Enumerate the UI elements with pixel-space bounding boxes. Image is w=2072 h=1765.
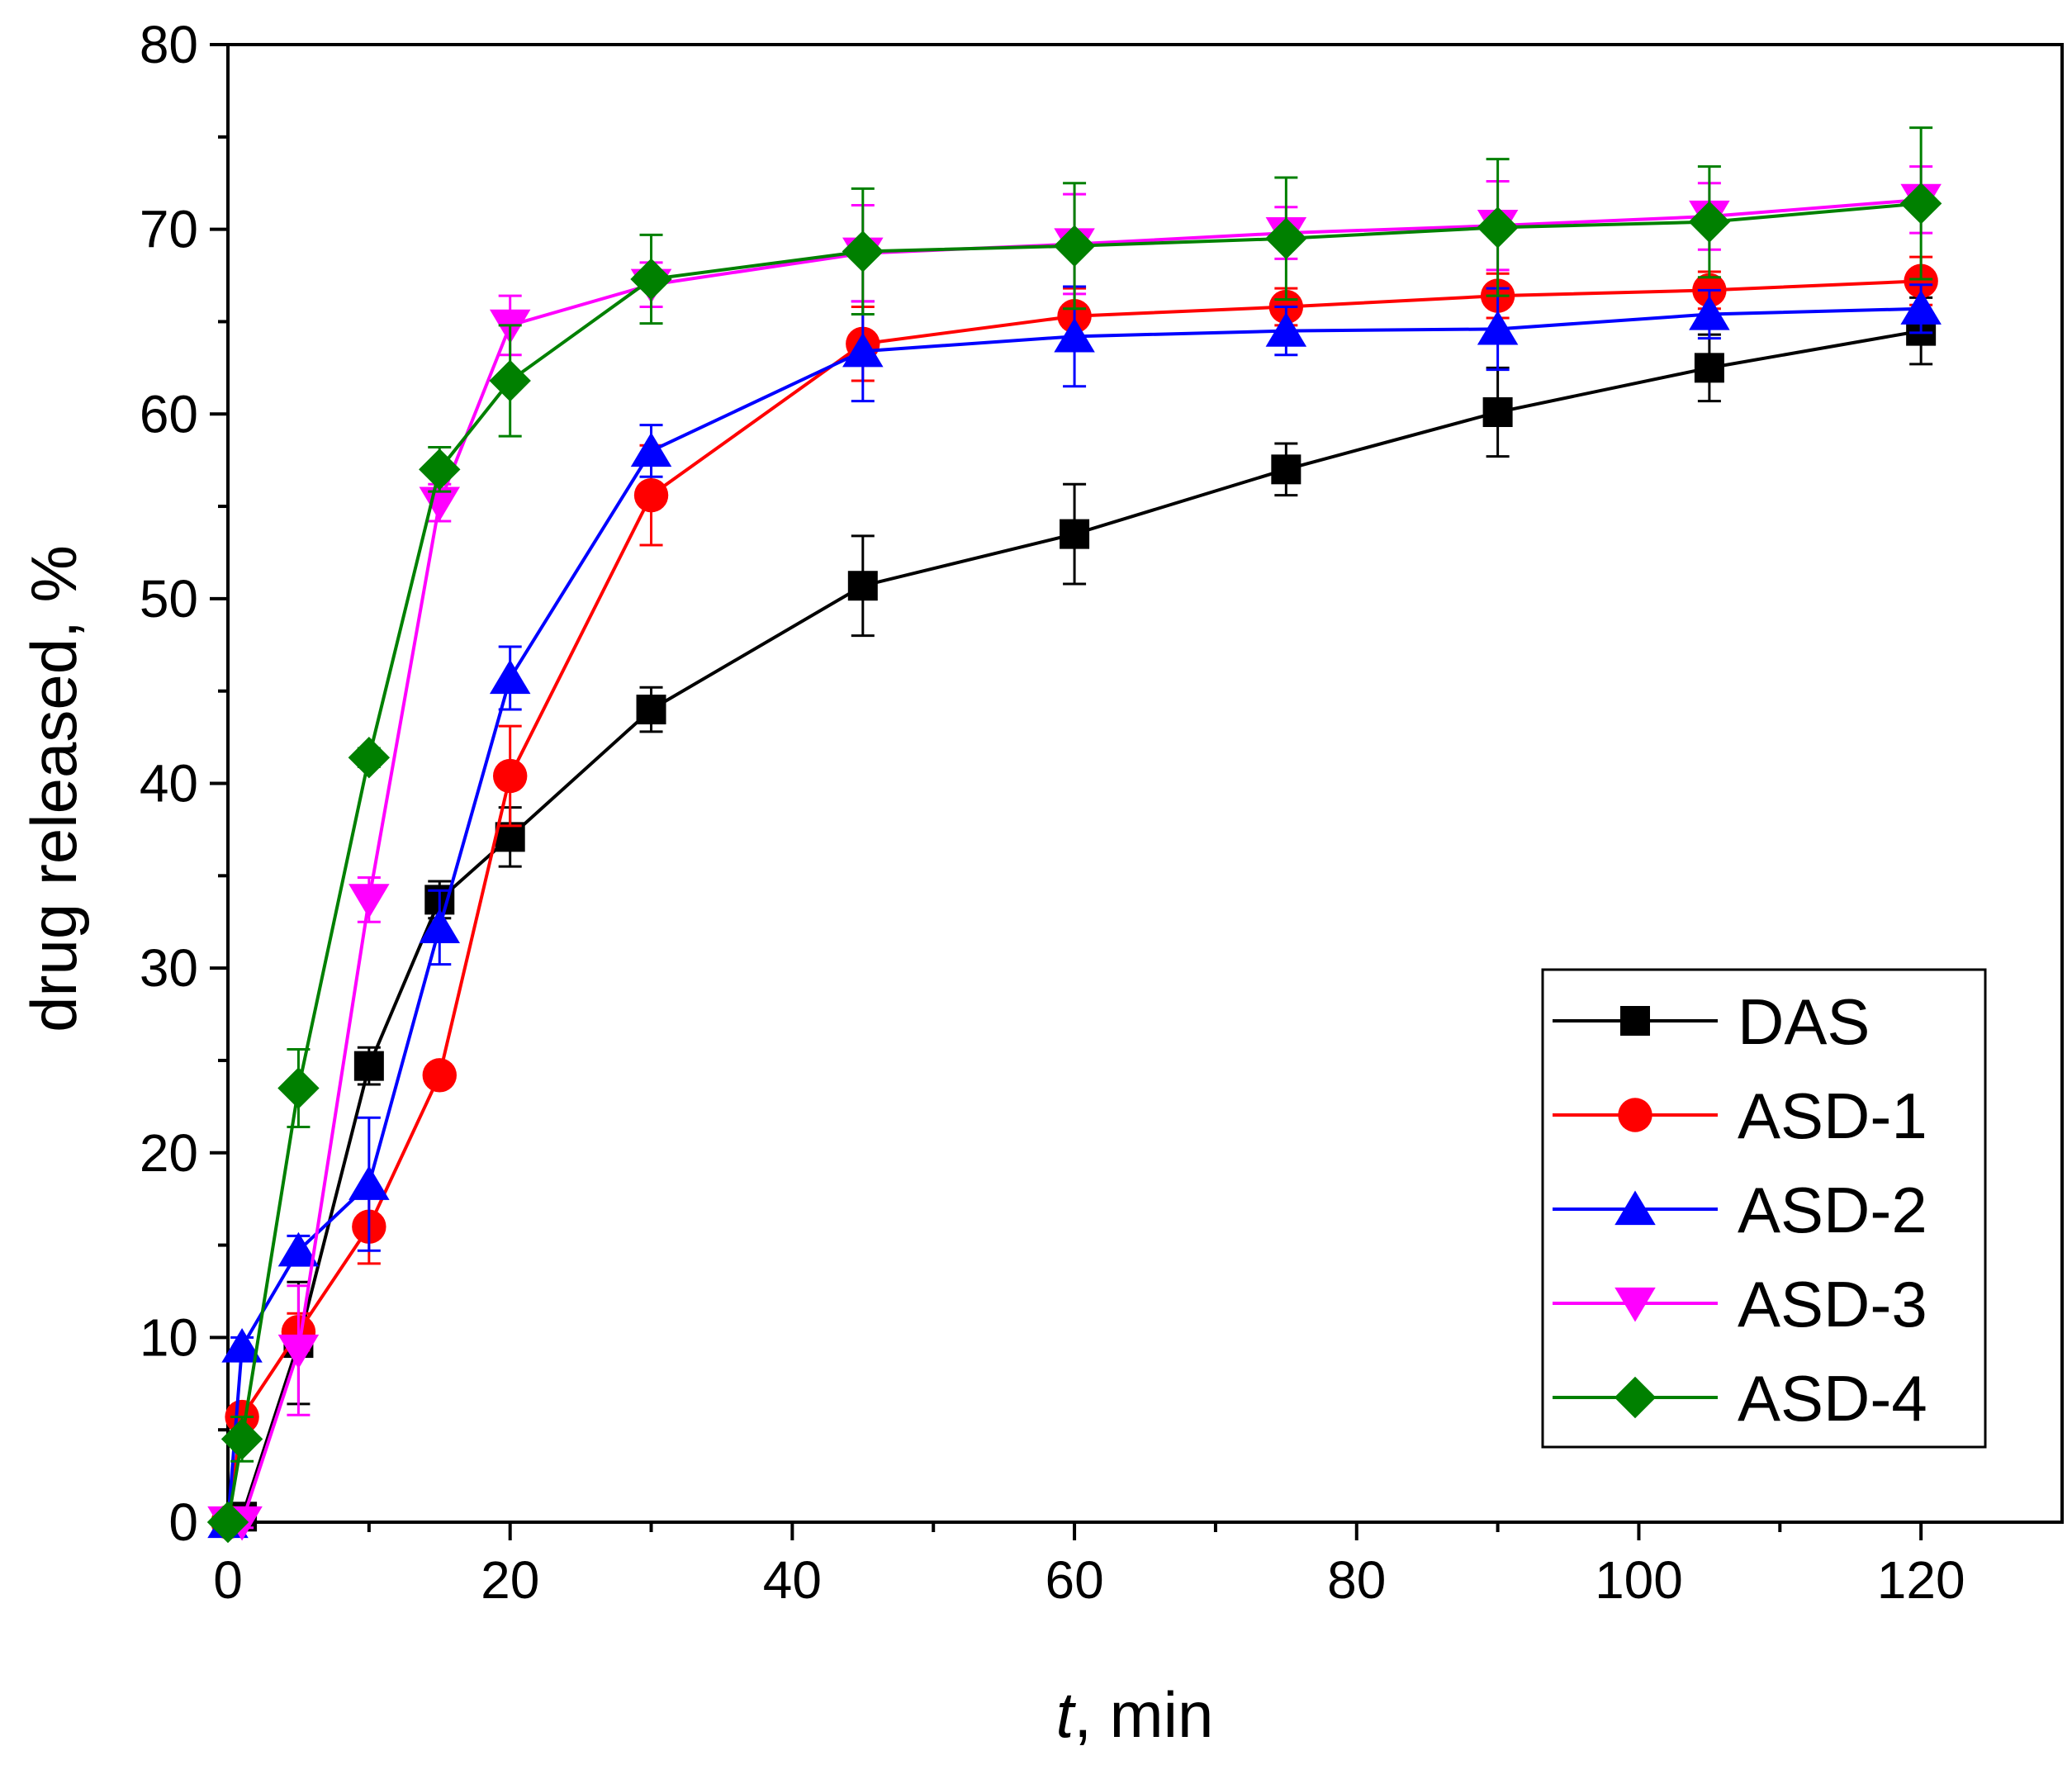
y-tick-label: 70 (140, 200, 198, 259)
y-tick-label: 80 (140, 15, 198, 74)
data-point (1265, 312, 1307, 347)
data-point (1271, 454, 1302, 485)
data-point (842, 332, 884, 368)
x-tick-label: 0 (213, 1550, 243, 1610)
legend-marker (1618, 1098, 1652, 1132)
data-point (630, 432, 672, 467)
data-point (348, 1165, 390, 1200)
legend-label: DAS (1738, 985, 1870, 1058)
data-point (277, 1067, 320, 1109)
legend-item-asd-3: ASD-3 (1553, 1268, 1927, 1340)
series-layer (206, 126, 1942, 1544)
y-tick-label: 10 (140, 1307, 198, 1367)
x-tick-label: 120 (1877, 1550, 1965, 1610)
x-axis-label-variable: t (1056, 1678, 1077, 1751)
data-point (1689, 295, 1730, 330)
data-point (419, 486, 461, 522)
legend-item-das: DAS (1553, 985, 1870, 1058)
legend-label: ASD-3 (1738, 1268, 1927, 1340)
data-point (492, 758, 528, 794)
data-point (419, 909, 461, 944)
legend: DAS ASD-1 ASD-2 ASD-3 ASD-4 (1541, 968, 1987, 1449)
data-point (1477, 310, 1519, 345)
legend-label: ASD-4 (1738, 1362, 1927, 1435)
y-tick-label: 60 (140, 384, 198, 444)
y-axis-label: drug released, % (17, 545, 90, 1032)
legend-label: ASD-1 (1738, 1079, 1927, 1152)
x-axis-label-unit: , min (1074, 1678, 1213, 1751)
x-tick-label: 60 (1045, 1550, 1103, 1610)
data-point (1053, 225, 1096, 267)
data-point (630, 258, 672, 301)
series-asd-4 (206, 126, 1942, 1544)
legend-marker (1614, 1376, 1657, 1419)
legend-marker (1614, 1190, 1656, 1226)
data-point (221, 1328, 263, 1363)
data-point (489, 659, 531, 695)
data-point (348, 736, 391, 779)
data-point (489, 359, 531, 402)
data-point (636, 695, 666, 725)
x-tick-label: 20 (481, 1550, 539, 1610)
data-point (220, 1418, 263, 1460)
y-tick-label: 50 (140, 569, 198, 629)
data-point (419, 448, 461, 491)
legend-item-asd-2: ASD-2 (1553, 1174, 1927, 1246)
x-axis-label: t, min (1056, 1678, 1214, 1751)
y-tick-label: 30 (140, 938, 198, 998)
x-tick-label: 40 (763, 1550, 822, 1610)
data-point (206, 1501, 249, 1544)
data-point (277, 1334, 320, 1369)
data-point (847, 571, 878, 601)
data-point (277, 1231, 320, 1267)
legend-item-asd-1: ASD-1 (1553, 1079, 1927, 1152)
data-point (1482, 397, 1513, 428)
data-point (1265, 217, 1307, 260)
x-tick-label: 100 (1595, 1550, 1683, 1610)
data-point (1904, 263, 1938, 298)
legend-marker (1614, 1287, 1656, 1322)
data-point (348, 884, 390, 918)
y-tick-label: 20 (140, 1123, 198, 1183)
data-point (1054, 317, 1095, 353)
legend-item-asd-4: ASD-4 (1553, 1362, 1927, 1435)
data-point (422, 1058, 457, 1093)
y-tick-label: 40 (140, 754, 198, 814)
data-point (1060, 519, 1090, 549)
plot-axes: 0 20 40 60 80 100 120 0 10 20 30 40 50 60 70 80 (140, 15, 2064, 1610)
data-point (1688, 201, 1731, 243)
legend-label: ASD-2 (1738, 1174, 1927, 1246)
data-point (842, 230, 884, 273)
y-tick-label: 0 (168, 1492, 198, 1552)
data-point (1900, 290, 1942, 325)
data-point (1899, 183, 1942, 225)
data-point (353, 1051, 384, 1081)
legend-marker (1620, 1006, 1650, 1036)
x-tick-label: 80 (1327, 1550, 1386, 1610)
data-point (1477, 206, 1519, 249)
data-point (633, 477, 669, 513)
data-point (1694, 353, 1724, 383)
